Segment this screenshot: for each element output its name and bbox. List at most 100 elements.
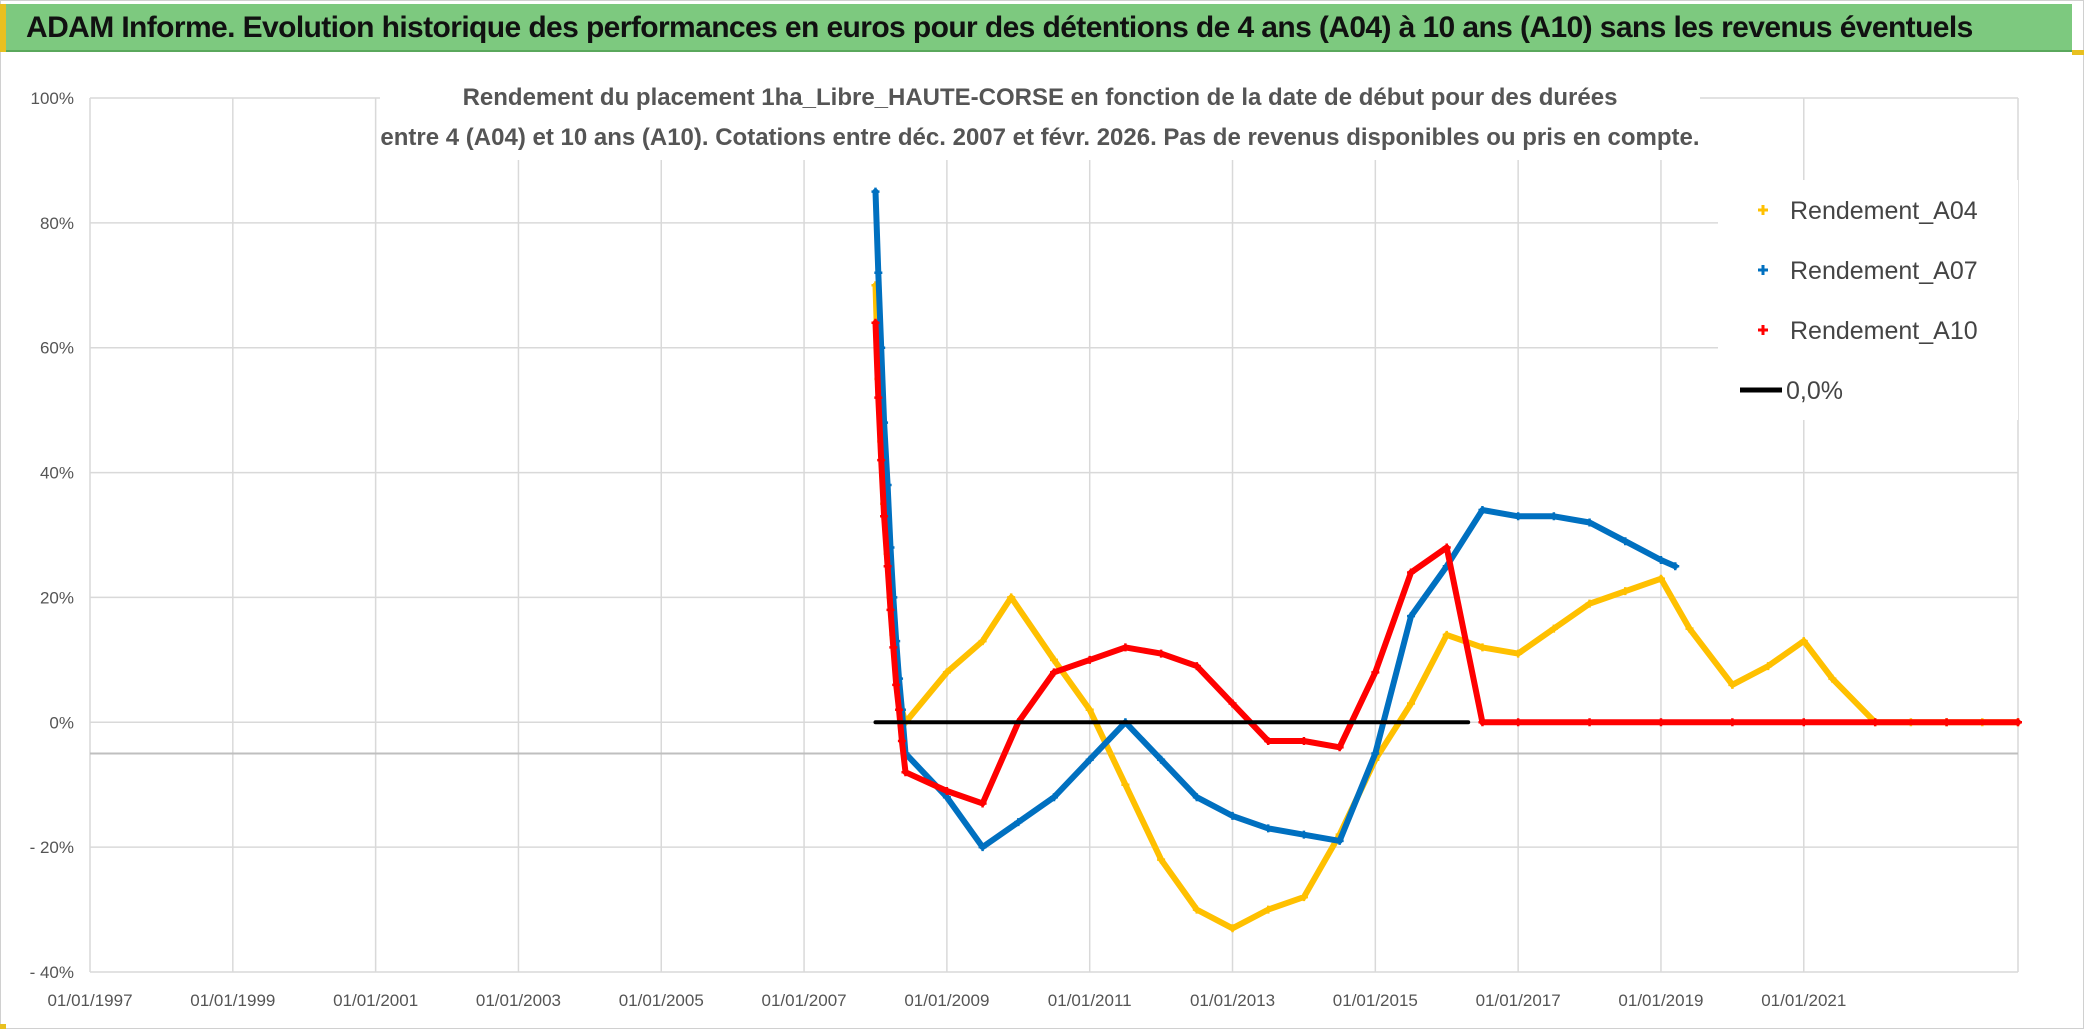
data-point <box>1764 662 1773 671</box>
data-point <box>1264 824 1273 833</box>
data-point <box>1478 506 1487 515</box>
data-point <box>1085 755 1094 764</box>
data-point <box>901 768 910 777</box>
data-point <box>1799 718 1808 727</box>
data-point <box>1685 624 1694 633</box>
data-point <box>1371 749 1380 758</box>
legend-marker <box>1758 325 1768 335</box>
data-point <box>1085 705 1094 714</box>
data-point <box>1514 512 1523 521</box>
chart-legend: Rendement_A04 Rendement_A07 Rendement_A10 0… <box>1718 180 2018 420</box>
data-point <box>1407 699 1416 708</box>
data-point <box>1621 537 1630 546</box>
legend-marker <box>1758 205 1768 215</box>
report-banner: ADAM Informe. Evolution historique des p… <box>6 4 2072 52</box>
data-point <box>1299 737 1308 746</box>
data-point <box>1192 905 1201 914</box>
y-tick-label: - 40% <box>30 963 74 982</box>
legend-label: 0,0% <box>1786 377 1843 405</box>
x-tick-label: 01/01/2003 <box>476 991 561 1010</box>
report-title: ADAM Informe. Evolution historique des p… <box>26 11 1973 44</box>
data-point <box>897 737 906 746</box>
data-point <box>1585 518 1594 527</box>
data-point <box>1871 718 1880 727</box>
data-point <box>1828 674 1837 683</box>
data-point <box>1192 793 1201 802</box>
corner-accent-top-left <box>0 4 6 52</box>
x-tick-label: 01/01/2019 <box>1618 991 1703 1010</box>
data-point <box>978 843 987 852</box>
data-point <box>1050 668 1058 677</box>
x-tick-label: 01/01/2017 <box>1476 991 1561 1010</box>
x-tick-label: 01/01/2021 <box>1761 991 1846 1010</box>
data-point <box>1656 718 1665 727</box>
x-tick-label: 01/01/2013 <box>1190 991 1275 1010</box>
chart-title-background <box>380 78 1700 160</box>
data-point <box>1799 637 1808 646</box>
data-point <box>1514 718 1523 727</box>
data-point <box>1656 574 1665 583</box>
data-point <box>978 637 987 646</box>
data-point <box>895 705 904 714</box>
data-point <box>1014 818 1023 827</box>
data-point <box>1007 593 1016 602</box>
data-point <box>874 393 883 402</box>
x-tick-label: 01/01/2005 <box>619 991 704 1010</box>
data-point <box>1514 649 1523 658</box>
data-point <box>1442 630 1451 639</box>
y-tick-label: 80% <box>40 214 74 233</box>
y-tick-label: - 20% <box>30 838 74 857</box>
data-point <box>1728 680 1737 689</box>
x-tick-label: 01/01/2001 <box>333 991 418 1010</box>
data-point <box>874 268 883 277</box>
data-point <box>1157 649 1166 658</box>
data-point <box>889 643 898 652</box>
y-tick-label: 100% <box>31 89 74 108</box>
y-tick-label: 20% <box>40 588 74 607</box>
series-line-1 <box>872 188 1679 851</box>
series-group <box>871 187 2022 933</box>
x-tick-label: 01/01/2015 <box>1333 991 1418 1010</box>
corner-accent-bottom-left <box>0 1024 6 1029</box>
legend-label: Rendement_A10 <box>1790 317 1978 345</box>
data-point <box>1442 543 1451 552</box>
data-point <box>1121 780 1130 789</box>
data-point <box>1585 718 1594 727</box>
data-point <box>1728 718 1737 727</box>
x-axis-ticks: 01/01/1997 01/01/1999 01/01/2001 01/01/2003… <box>47 991 1846 1010</box>
data-point <box>1085 655 1094 664</box>
legend-marker <box>1758 265 1768 275</box>
data-point <box>883 562 892 571</box>
data-point <box>942 786 951 795</box>
data-point <box>1585 599 1594 608</box>
data-point <box>1157 755 1166 764</box>
data-point <box>886 605 895 614</box>
data-point <box>1228 699 1237 708</box>
data-point <box>1335 743 1344 752</box>
data-point <box>2014 718 2022 727</box>
data-point <box>1656 555 1665 564</box>
data-point <box>1549 512 1558 521</box>
x-tick-label: 01/01/1997 <box>47 991 132 1010</box>
data-point <box>1335 836 1344 845</box>
data-point <box>1121 643 1130 652</box>
legend-label: Rendement_A07 <box>1790 257 1978 285</box>
data-point <box>1299 830 1308 839</box>
data-point <box>1264 737 1273 746</box>
legend-background <box>1718 180 2018 420</box>
data-point <box>1228 924 1237 933</box>
data-point <box>1671 562 1680 571</box>
data-point <box>1549 624 1558 633</box>
data-point <box>1050 655 1058 664</box>
x-tick-label: 01/01/2007 <box>762 991 847 1010</box>
y-tick-label: 0% <box>49 713 74 732</box>
data-point <box>1192 662 1201 671</box>
chart-title-line1: Rendement du placement 1ha_Libre_HAUTE-C… <box>463 84 1618 111</box>
data-point <box>877 456 886 465</box>
data-point <box>1299 893 1308 902</box>
data-point <box>1157 855 1166 864</box>
data-point <box>1621 587 1630 596</box>
x-tick-label: 01/01/2009 <box>904 991 989 1010</box>
y-axis-ticks: 100% 80% 60% 40% 20% 0% - 20% - 40% <box>30 89 74 982</box>
